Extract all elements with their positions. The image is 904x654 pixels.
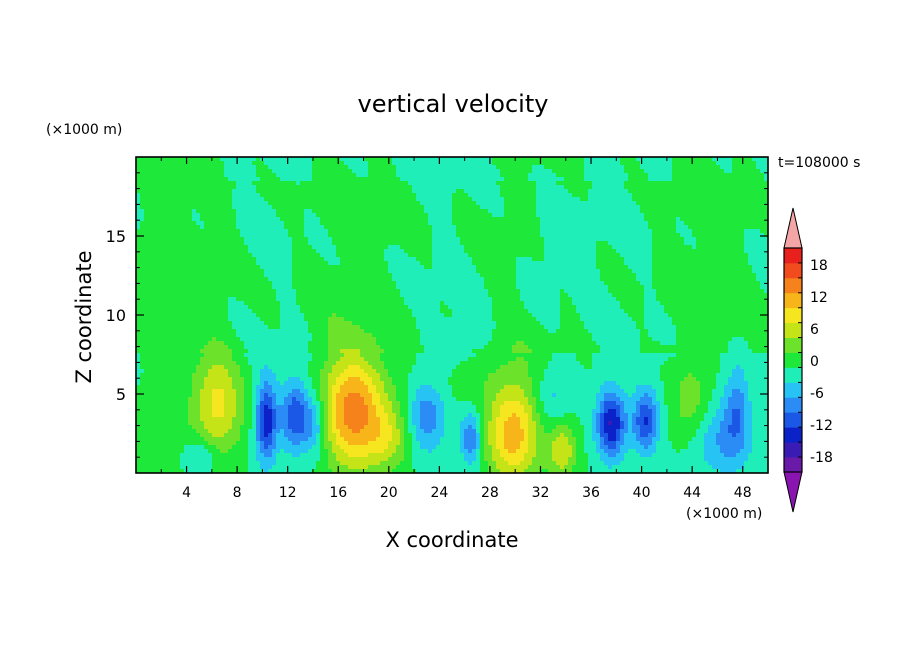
x-tick-label: 40 <box>633 485 651 501</box>
colorbar-over-arrow <box>783 207 803 249</box>
colorbar-segment <box>784 292 802 309</box>
x-axis: 4 8 12 16 20 24 28 32 36 40 44 48 <box>160 157 752 501</box>
colorbar-tick-label: -6 <box>810 386 824 402</box>
colorbar-segment <box>784 322 802 338</box>
y-tick-label: 15 <box>106 227 126 246</box>
time-label: t=108000 s <box>778 155 860 171</box>
colorbar-segment <box>784 307 802 324</box>
colorbar-segment <box>784 352 802 368</box>
x-unit-label: (×1000 m) <box>686 506 762 522</box>
colorbar-tick-label: 0 <box>810 354 819 370</box>
colorbar-segment <box>784 248 802 264</box>
colorbar-segment <box>784 397 802 413</box>
x-tick-label: 32 <box>532 485 550 501</box>
colorbar-tick-label: -18 <box>810 450 833 466</box>
colorbar-segment <box>784 457 802 473</box>
x-tick-label: 12 <box>279 485 297 501</box>
x-tick-label: 20 <box>380 485 398 501</box>
colorbar-tick-label: 18 <box>810 258 828 274</box>
y-axis: 5 10 15 <box>106 172 768 458</box>
colorbar-tick-label: -12 <box>810 418 833 434</box>
colorbar: 18 12 6 0 -6 -12 -18 <box>783 207 833 513</box>
x-tick-label: 28 <box>481 485 499 501</box>
y-tick-label: 5 <box>116 385 126 404</box>
colorbar-tick-label: 6 <box>810 322 819 338</box>
colorbar-segment <box>784 442 802 458</box>
x-tick-label: 4 <box>182 485 191 501</box>
x-axis-title: X coordinate <box>385 528 518 552</box>
colorbar-segment <box>784 277 802 294</box>
y-unit-label: (×1000 m) <box>46 122 122 138</box>
y-tick-label: 10 <box>106 306 126 325</box>
x-tick-label: 8 <box>233 485 242 501</box>
x-tick-label: 36 <box>582 485 600 501</box>
colorbar-segment <box>784 367 802 383</box>
colorbar-tick-label: 12 <box>810 290 828 306</box>
colorbar-under-arrow <box>783 471 803 513</box>
colorbar-segment <box>784 382 802 398</box>
colorbar-segment <box>784 337 802 353</box>
y-axis-title: Z coordinate <box>72 250 96 383</box>
colorbar-segment <box>784 412 802 428</box>
x-tick-label: 16 <box>329 485 347 501</box>
x-tick-label: 48 <box>734 485 752 501</box>
colorbar-frame <box>783 247 803 473</box>
colorbar-segment <box>784 427 802 443</box>
chart-title: vertical velocity <box>358 90 549 118</box>
velocity-contour-field <box>136 157 768 473</box>
colorbar-segment <box>784 262 802 279</box>
x-tick-label: 24 <box>430 485 448 501</box>
x-tick-label: 44 <box>683 485 701 501</box>
